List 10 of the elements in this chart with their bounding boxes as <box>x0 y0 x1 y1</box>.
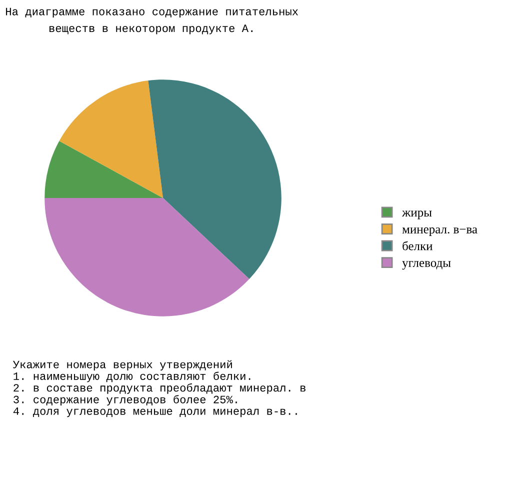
pie-slice <box>148 80 282 280</box>
legend-label: жиры <box>402 210 432 220</box>
pie-slice <box>59 80 163 198</box>
legend-label: белки <box>402 241 432 250</box>
text: Укажите номера верных утверждений 1. наименьшую долю составляют белки. 2. в составе продукта преобладают минерал. в 3. содержание углеводов более 25%. 4. доля углеводов меньше доли минерал в-в.. <box>12 360 306 418</box>
pie-slice <box>44 198 250 316</box>
chart-title: На диаграмме показано содержание питательных веществ в некотором продукте А. <box>6 8 298 34</box>
legend-label: углеводы <box>402 261 451 270</box>
pie-slice <box>44 140 163 198</box>
legend-label: минерал. в−ва <box>402 227 478 236</box>
